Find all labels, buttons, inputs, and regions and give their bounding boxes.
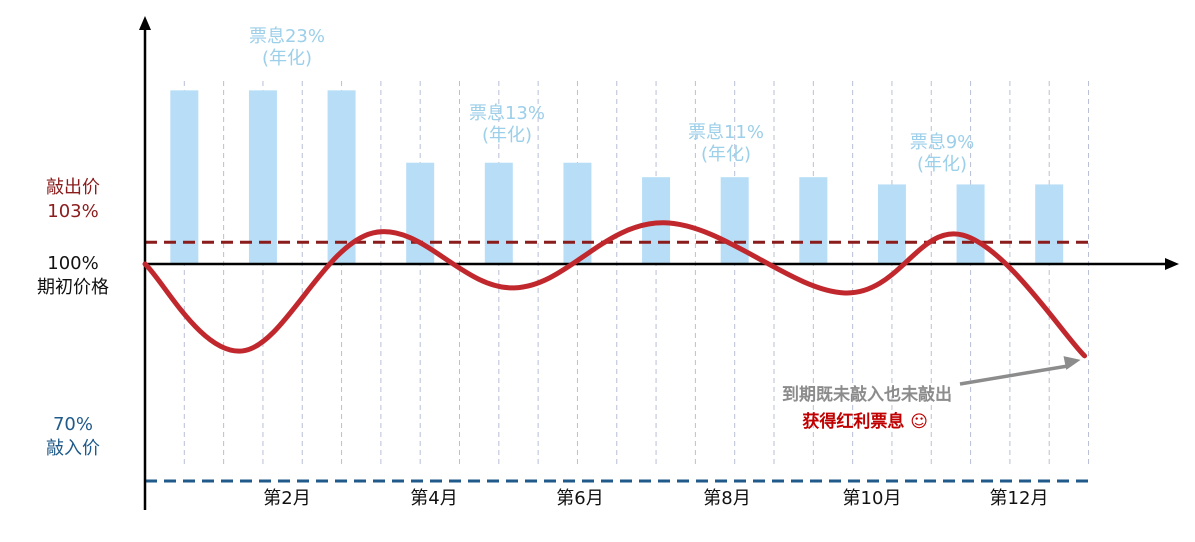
coupon-bar <box>248 90 277 265</box>
bonus-coupon-note: 获得红利票息 ☺ <box>802 412 928 432</box>
annotation-arrow <box>959 356 1081 386</box>
axes <box>139 16 1179 510</box>
x-tick-label: 第4月 <box>410 488 458 509</box>
arrow-shaft <box>959 364 1069 386</box>
knock-in-name: 敲入价 <box>46 438 100 459</box>
x-tick-label: 第6月 <box>556 488 604 509</box>
coupon-label-4: 票息9% (年化) <box>887 132 997 176</box>
coupon-label-2: 票息13% (年化) <box>452 103 562 147</box>
coupon-bar <box>877 184 906 264</box>
initial-value: 100% <box>47 253 99 274</box>
coupon-bar <box>170 90 199 265</box>
coupon-bar <box>1035 184 1064 264</box>
knock-in-value: 70% <box>52 414 93 435</box>
coupon-bar <box>956 184 985 264</box>
coupon-rate: 票息23% <box>248 26 325 47</box>
coupon-bar <box>484 162 513 264</box>
coupon-note: (年化) <box>261 48 313 69</box>
initial-name: 期初价格 <box>37 277 109 298</box>
price-path <box>142 220 1088 359</box>
knock-out-value: 103% <box>47 201 99 222</box>
coupon-note: (年化) <box>700 144 752 165</box>
knock-out-name: 敲出价 <box>46 177 100 198</box>
coupon-label-1: 票息23% (年化) <box>232 26 342 70</box>
x-axis-arrowhead <box>1165 258 1179 270</box>
maturity-note: 到期既未敲入也未敲出 <box>782 385 952 405</box>
x-tick-label: 第2月 <box>263 488 311 509</box>
y-axis-arrowhead <box>139 16 151 30</box>
initial-price-label: 100% 期初价格 <box>28 252 118 300</box>
coupon-rate: 票息13% <box>468 103 545 124</box>
coupon-bar <box>563 162 592 264</box>
coupon-rate: 票息9% <box>909 132 975 153</box>
arrow-head <box>1063 356 1081 370</box>
knock-out-label: 敲出价 103% <box>28 176 118 224</box>
x-tick-label: 第10月 <box>842 488 902 509</box>
coupon-bar <box>327 90 356 265</box>
knock-in-label: 70% 敲入价 <box>28 413 118 461</box>
coupon-note: (年化) <box>916 154 968 175</box>
x-tick-label: 第12月 <box>989 488 1049 509</box>
coupon-rate: 票息11% <box>687 122 764 143</box>
coupon-label-3: 票息11% (年化) <box>671 122 781 166</box>
coupon-bars <box>170 90 1064 265</box>
x-tick-label: 第8月 <box>703 488 751 509</box>
coupon-note: (年化) <box>481 125 533 146</box>
coupon-bar <box>799 177 828 264</box>
price-path-line <box>142 220 1088 359</box>
